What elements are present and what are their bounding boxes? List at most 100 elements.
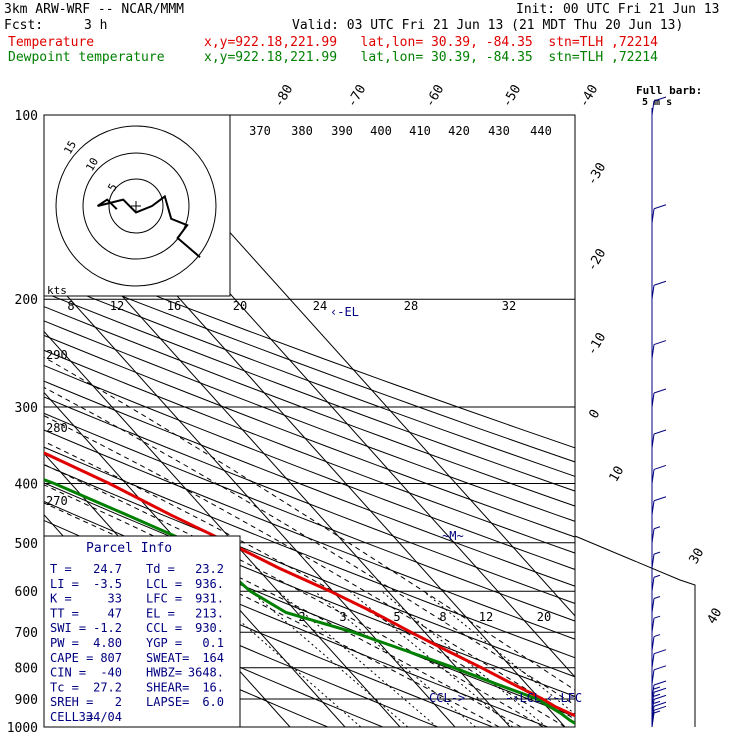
ccl-marker: CCL-> [429, 691, 465, 705]
parcel-info-cell: CELL = [50, 710, 93, 724]
hodograph-units: kts [47, 284, 67, 297]
moist-adiabat-28 [44, 386, 575, 706]
parcel-info-cell: 931. [195, 592, 224, 606]
parcel-info-cell: 213. [195, 606, 224, 620]
parcel-info-cell: 334/04 [79, 710, 122, 724]
parcel-info-cell: 930. [195, 621, 224, 635]
wind-barb-feather [653, 429, 667, 435]
parcel-info-cell: 3648. [188, 666, 224, 680]
wind-barb [651, 496, 667, 515]
hodograph-speed-label-8: 8 [67, 299, 74, 313]
isotherm--20 [44, 391, 346, 727]
theta-label-290: 290 [46, 348, 68, 362]
wind-barb-half-feather [653, 551, 661, 555]
temperature-legend-label: Temperature [8, 35, 95, 50]
parcel-info-cell: K = [50, 592, 72, 606]
wind-barb [651, 96, 667, 116]
hodograph-ring-label-15: 15 [61, 139, 79, 157]
wind-barb-staff [651, 692, 655, 707]
parcel-info-cell: 164 [202, 651, 224, 665]
wind-barb-staff [651, 653, 655, 668]
parcel-info-cell: 807 [100, 651, 122, 665]
wind-barb [651, 596, 661, 613]
pressure-label-1000: 1000 [7, 721, 38, 736]
wind-barb-feather [653, 204, 667, 210]
parcel-info-frame [43, 535, 241, 728]
temperature-trace [44, 451, 575, 718]
theta-label-370: 370 [249, 124, 271, 138]
dry-adiabat-380 [44, 364, 575, 570]
hodograph-ring-label-10: 10 [83, 156, 101, 174]
pressure-label-800: 800 [15, 662, 38, 677]
isotherm-label--20: -20 [585, 246, 610, 274]
mixing-ratio-label-12: 12 [479, 610, 493, 624]
hodograph-speed-label-24: 24 [313, 299, 327, 313]
moist-adiabat-20 [44, 440, 566, 727]
wind-barb-half-feather [653, 596, 661, 599]
wind-barb [651, 551, 661, 569]
wind-barb [651, 464, 667, 484]
dry-adiabat-420 [44, 306, 575, 507]
hodograph-speed-label-16: 16 [167, 299, 181, 313]
pressure-label-200: 200 [15, 293, 38, 308]
theta-label-410: 410 [409, 124, 431, 138]
valid-time: Valid: 03 UTC Fri 21 Jun 13 (21 MDT Thu … [292, 18, 684, 33]
wind-barb-feather [653, 388, 667, 394]
parcel-info-cell: 6.0 [202, 695, 224, 709]
wind-barb-staff [651, 669, 655, 684]
plot-frame [43, 114, 576, 728]
dry-adiabat-440 [44, 278, 575, 477]
theta-label-390: 390 [331, 124, 353, 138]
parcel-info-cell: 936. [195, 577, 224, 591]
parcel-info-cell: -1.2 [93, 621, 122, 635]
parcel-info-box: Parcel Info T = 24.7 Td = 23.2 LI = -3.5 LCL =… [43, 535, 241, 728]
wind-barb [651, 615, 661, 633]
lcl-marker-arrow: -‹ [505, 691, 519, 705]
pressure-label-600: 600 [15, 585, 38, 600]
hodograph-speed-label-12: 12 [110, 299, 124, 313]
wind-barb [651, 687, 667, 707]
init-time: Init: 00 UTC Fri 21 Jun 13 [516, 2, 720, 17]
theta-label-280: 280 [46, 421, 68, 435]
wind-barb-feather [653, 280, 667, 286]
isotherm-label--70: -70 [345, 82, 370, 110]
wind-barb [651, 680, 667, 700]
parcel-info-cell: CCL = [146, 621, 182, 635]
mid-marker: ~M~ [442, 529, 464, 543]
theta-label-420: 420 [448, 124, 470, 138]
barb-region-boundary [574, 535, 696, 727]
parcel-info-cell: LI = [50, 577, 79, 591]
wind-barb [651, 705, 667, 725]
isotherm--80 [0, 115, 15, 727]
wind-barb-staff [651, 344, 655, 359]
pressure-label-700: 700 [15, 626, 38, 641]
lfc-marker-label: LFC [560, 691, 582, 705]
parcel-info-cell: EL = [146, 606, 175, 620]
hodograph-speed-label-20: 20 [233, 299, 247, 313]
mixing-ratio-label-5: 5 [393, 610, 400, 624]
dry-adiabat-260 [44, 580, 385, 727]
hodograph-ring-10 [82, 152, 190, 260]
wind-barb-feather [653, 340, 667, 346]
hodograph-speed-label-32: 32 [502, 299, 516, 313]
isotherm-label-30: 30 [687, 546, 708, 567]
wind-barb [651, 204, 667, 223]
isotherm-label--10: -10 [585, 330, 610, 358]
moist-adiabat-32 [44, 356, 575, 691]
wind-barb-staff [651, 710, 655, 725]
wind-barb [651, 429, 667, 449]
parcel-info-cell: -40 [100, 666, 122, 680]
wind-barb-feather [653, 701, 667, 707]
pressure-label-400: 400 [15, 477, 38, 492]
isotherm-0 [44, 269, 456, 727]
wind-barb-staff [651, 100, 655, 116]
theta-label-440: 440 [530, 124, 552, 138]
lcl-marker: -‹LCL [505, 691, 541, 705]
parcel-info-cell: LCL = [146, 577, 182, 591]
parcel-info-cell: 2 [115, 695, 122, 709]
hodograph-ring-15 [55, 125, 217, 287]
pressure-label-100: 100 [15, 109, 38, 124]
dry-adiabat-370 [44, 380, 575, 587]
ccl-marker-label: CCL [429, 691, 451, 705]
